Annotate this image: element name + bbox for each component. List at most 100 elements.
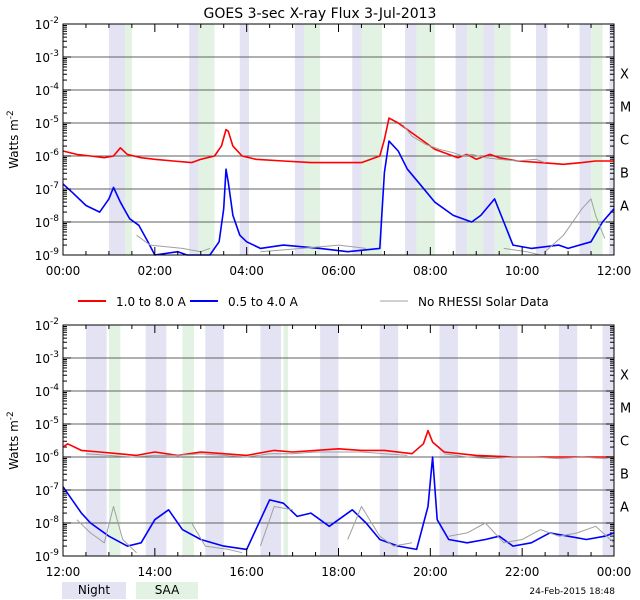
y-tick-label: 10-3 bbox=[35, 49, 59, 65]
x-tick-label: 04:00 bbox=[229, 264, 264, 278]
night-band bbox=[85, 325, 107, 556]
flare-class-label: C bbox=[620, 134, 629, 149]
night-band bbox=[558, 325, 578, 556]
series-line bbox=[544, 198, 606, 253]
series-line bbox=[62, 456, 615, 551]
series-line bbox=[448, 522, 615, 544]
saa-legend-label: SAA bbox=[155, 583, 180, 597]
y-tick-label: 10-8 bbox=[35, 515, 60, 531]
night-band bbox=[579, 24, 592, 255]
x-tick-label: 16:00 bbox=[229, 565, 264, 579]
saa-band bbox=[591, 24, 603, 255]
x-tick-label: 18:00 bbox=[321, 565, 356, 579]
flare-class-label: X bbox=[620, 369, 629, 384]
saa-band bbox=[361, 24, 383, 255]
y-tick-label: 10-7 bbox=[35, 482, 59, 498]
saa-band bbox=[416, 24, 435, 255]
x-tick-label: 08:00 bbox=[413, 264, 448, 278]
x-tick-label: 00:00 bbox=[46, 264, 81, 278]
saa-band bbox=[108, 325, 121, 556]
night-band bbox=[205, 325, 224, 556]
y-axis-label: Watts m-2 bbox=[6, 411, 21, 470]
saa-band bbox=[124, 24, 132, 255]
night-band bbox=[609, 24, 614, 255]
series-line bbox=[85, 451, 408, 458]
x-tick-label: 10:00 bbox=[505, 264, 540, 278]
night-band bbox=[145, 325, 167, 556]
chart-title: GOES 3-sec X-ray Flux 3-Jul-2013 bbox=[204, 6, 437, 22]
flare-class-label: B bbox=[620, 468, 629, 483]
night-band bbox=[455, 24, 468, 255]
night-legend-label: Night bbox=[78, 583, 111, 597]
y-tick-label: 10-2 bbox=[35, 16, 59, 32]
legend-label: 1.0 to 8.0 A bbox=[116, 295, 187, 309]
series-line bbox=[503, 247, 541, 256]
night-band bbox=[320, 325, 339, 556]
plot-frame bbox=[62, 23, 615, 256]
legend-label: No RHESSI Solar Data bbox=[418, 295, 549, 309]
night-band bbox=[239, 24, 249, 255]
y-tick-label: 10-4 bbox=[35, 82, 60, 98]
y-tick-label: 10-2 bbox=[35, 317, 59, 333]
y-tick-label: 10-6 bbox=[35, 449, 60, 465]
shade-legend: Night SAA bbox=[62, 582, 198, 599]
saa-band bbox=[182, 325, 194, 556]
flare-class-label: M bbox=[620, 402, 631, 417]
x-tick-label: 22:00 bbox=[505, 565, 540, 579]
night-band bbox=[379, 325, 399, 556]
flare-class-label: A bbox=[620, 200, 629, 215]
night-band bbox=[535, 24, 548, 255]
night-band bbox=[189, 24, 199, 255]
series-line bbox=[62, 117, 614, 166]
series-line bbox=[347, 506, 413, 547]
series-line bbox=[402, 124, 546, 164]
y-tick-label: 10-7 bbox=[35, 181, 59, 197]
y-axis-label: Watts m-2 bbox=[6, 110, 21, 169]
saa-band bbox=[283, 325, 288, 556]
y-tick-label: 10-3 bbox=[35, 350, 59, 366]
x-tick-label: 14:00 bbox=[138, 565, 173, 579]
night-band bbox=[294, 24, 305, 255]
series-legend: 1.0 to 8.0 A 0.5 to 4.0 A No RHESSI Solar … bbox=[78, 295, 549, 309]
lower-panel: 10-9 10-8 10-7 10-6 10-5 10-4 10-3 10-2 A B C M X 12:… bbox=[6, 317, 631, 579]
saa-band bbox=[494, 24, 511, 255]
x-tick-label: 00:00 bbox=[597, 565, 632, 579]
flare-class-label: A bbox=[620, 501, 629, 516]
night-band bbox=[352, 24, 362, 255]
night-band bbox=[483, 24, 495, 255]
night-band bbox=[260, 325, 282, 556]
saa-band bbox=[198, 24, 215, 255]
y-tick-label: 10-6 bbox=[35, 148, 60, 164]
x-tick-label: 20:00 bbox=[413, 565, 448, 579]
x-tick-label: 12:00 bbox=[597, 264, 632, 278]
flare-class-label: B bbox=[620, 167, 629, 182]
night-legend-swatch bbox=[62, 582, 126, 599]
y-tick-label: 10-9 bbox=[35, 548, 60, 564]
flare-class-label: C bbox=[620, 435, 629, 450]
x-tick-label: 02:00 bbox=[138, 264, 173, 278]
series-line bbox=[62, 429, 614, 458]
night-band bbox=[499, 325, 518, 556]
legend-label: 0.5 to 4.0 A bbox=[228, 295, 299, 309]
y-tick-label: 10-9 bbox=[35, 247, 60, 263]
night-band bbox=[108, 24, 125, 255]
series-line bbox=[259, 506, 293, 547]
saa-legend-swatch bbox=[136, 582, 198, 599]
series-line bbox=[136, 234, 211, 253]
series-line bbox=[62, 140, 615, 256]
night-band bbox=[602, 325, 614, 556]
night-band bbox=[439, 325, 458, 556]
y-tick-label: 10-8 bbox=[35, 214, 60, 230]
series-line bbox=[76, 506, 137, 554]
flare-class-label: X bbox=[620, 68, 629, 83]
upper-panel: 10-9 10-8 10-7 10-6 10-5 10-4 10-3 10-2 A B C M X 00:… bbox=[6, 16, 631, 278]
night-band bbox=[405, 24, 417, 255]
x-tick-label: 06:00 bbox=[321, 264, 356, 278]
x-tick-label: 12:00 bbox=[46, 565, 81, 579]
timestamp: 24-Feb-2015 18:48 bbox=[529, 587, 615, 597]
y-tick-label: 10-5 bbox=[35, 416, 59, 432]
series-line bbox=[444, 453, 615, 460]
series-line bbox=[260, 244, 367, 253]
y-tick-label: 10-5 bbox=[35, 115, 59, 131]
